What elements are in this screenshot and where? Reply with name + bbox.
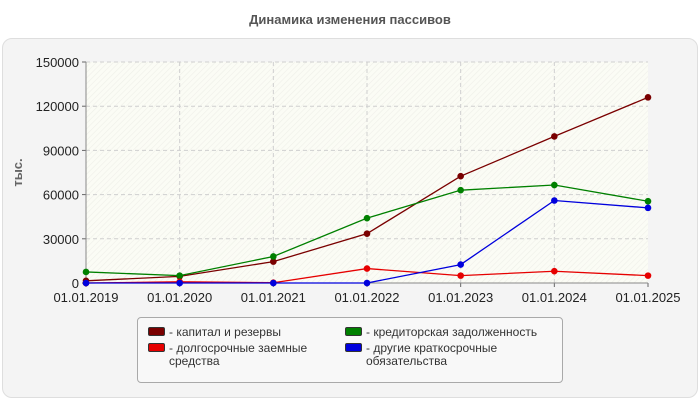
series-0-point — [363, 230, 371, 237]
x-tick-label: 01.01.2021 — [241, 290, 306, 305]
legend-swatch-capital — [148, 327, 165, 336]
series-2-point — [644, 272, 652, 279]
series-3-point — [176, 279, 183, 287]
series-3-point — [644, 204, 652, 212]
series-1-point — [82, 268, 90, 276]
series-3-point — [363, 279, 371, 287]
series-1-point — [270, 253, 277, 260]
series-2-point — [457, 272, 464, 279]
series-0-point — [270, 258, 277, 265]
legend-label-capital: - капитал и резервы — [169, 325, 281, 339]
series-3-point — [551, 197, 558, 204]
y-tick-label: 150000 — [36, 55, 79, 70]
series-0-point — [644, 94, 652, 101]
x-tick-label: 01.01.2022 — [334, 290, 399, 305]
y-axis-label: тыс. — [10, 158, 25, 186]
series-3-point — [270, 279, 277, 287]
legend-label-payables: - кредиторская задолженность — [366, 325, 538, 339]
series-1-point — [457, 186, 464, 194]
series-3-point — [82, 279, 90, 287]
chart-legend: - капитал и резервы - кредиторская задол… — [137, 317, 563, 383]
legend-label-longterm: - долгосрочные заемные средства — [169, 341, 308, 368]
series-1-point — [644, 197, 652, 205]
x-tick-label: 01.01.2020 — [147, 290, 212, 305]
y-tick-label: 120000 — [36, 99, 79, 114]
y-tick-label: 0 — [72, 276, 79, 291]
series-2-point — [551, 267, 558, 275]
series-1-point — [551, 181, 558, 189]
x-tick-label: 01.01.2024 — [522, 290, 587, 305]
y-tick-label: 60000 — [43, 188, 79, 203]
series-1-point — [363, 214, 371, 222]
y-tick-label: 30000 — [43, 232, 79, 247]
series-0-point — [457, 172, 464, 180]
series-2-point — [363, 265, 371, 272]
x-tick-label: 01.01.2025 — [615, 290, 680, 305]
series-0-point — [551, 133, 558, 140]
chart-title: Динамика изменения пассивов — [249, 12, 451, 27]
legend-label-other-short: - другие краткосрочные обязательства — [366, 341, 498, 368]
series-1-point — [176, 272, 183, 279]
series-3-point — [457, 261, 464, 268]
x-tick-label: 01.01.2019 — [53, 290, 118, 305]
plot-area — [86, 62, 648, 283]
x-tick-label: 01.01.2023 — [428, 290, 493, 305]
legend-swatch-other-short — [345, 343, 362, 352]
y-tick-label: 90000 — [43, 143, 79, 158]
legend-swatch-payables — [345, 327, 362, 336]
legend-swatch-longterm — [148, 343, 165, 352]
